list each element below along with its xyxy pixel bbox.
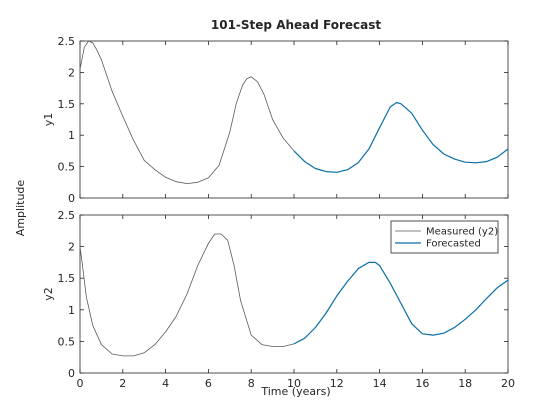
axes-box bbox=[79, 40, 509, 199]
x-tick-label: 8 bbox=[248, 377, 255, 390]
subplot-y-label: y1 bbox=[42, 113, 55, 127]
measured-series-line bbox=[79, 233, 295, 357]
y-axis-label: Amplitude bbox=[14, 180, 27, 237]
chart-title: 101-Step Ahead Forecast bbox=[211, 18, 382, 32]
y-tick-label: 2 bbox=[68, 241, 75, 254]
legend-box bbox=[390, 220, 499, 254]
measured-series-line bbox=[79, 40, 295, 185]
legend-label: Measured (y2) bbox=[426, 227, 498, 238]
x-tick-label: 4 bbox=[162, 377, 169, 390]
x-tick-label: 10 bbox=[287, 377, 301, 390]
x-tick-label: 12 bbox=[330, 377, 344, 390]
x-tick-label: 14 bbox=[373, 377, 387, 390]
x-tick-label: 2 bbox=[119, 377, 126, 390]
y-tick-label: 2.5 bbox=[58, 35, 76, 48]
y-tick-label: 1.5 bbox=[58, 98, 76, 111]
forecast-series-line bbox=[293, 261, 509, 345]
forecast-series-line bbox=[293, 101, 509, 173]
x-tick-label: 0 bbox=[77, 377, 84, 390]
y-tick-label: 1.5 bbox=[58, 272, 76, 285]
legend-label: Forecasted bbox=[426, 239, 481, 250]
x-tick-label: 16 bbox=[415, 377, 429, 390]
y-tick-label: 2 bbox=[68, 66, 75, 79]
x-tick-label: 20 bbox=[501, 377, 515, 390]
x-tick-label: 18 bbox=[458, 377, 472, 390]
y-tick-label: 0.5 bbox=[58, 161, 76, 174]
subplot-y2: 0 2 4 6 8 10 12 14 16 18 20 0 0.5 1 1.5 2 2.5 y2 Measured … bbox=[42, 209, 515, 390]
y-tick-label: 0.5 bbox=[58, 335, 76, 348]
x-tick-label: 6 bbox=[205, 377, 212, 390]
y-tick-label: 0 bbox=[68, 367, 75, 380]
y-tick-label: 2.5 bbox=[58, 209, 76, 222]
subplot-y-label: y2 bbox=[42, 287, 55, 301]
y-tick-label: 1 bbox=[68, 304, 75, 317]
y-tick-label: 1 bbox=[68, 129, 75, 142]
x-axis-label: Time (years) bbox=[260, 385, 330, 398]
legend: Measured (y2)Forecasted bbox=[390, 220, 499, 254]
y-tick-label: 0 bbox=[68, 192, 75, 205]
subplot-y1: 0 0.5 1 1.5 2 2.5 y1 bbox=[42, 35, 509, 205]
